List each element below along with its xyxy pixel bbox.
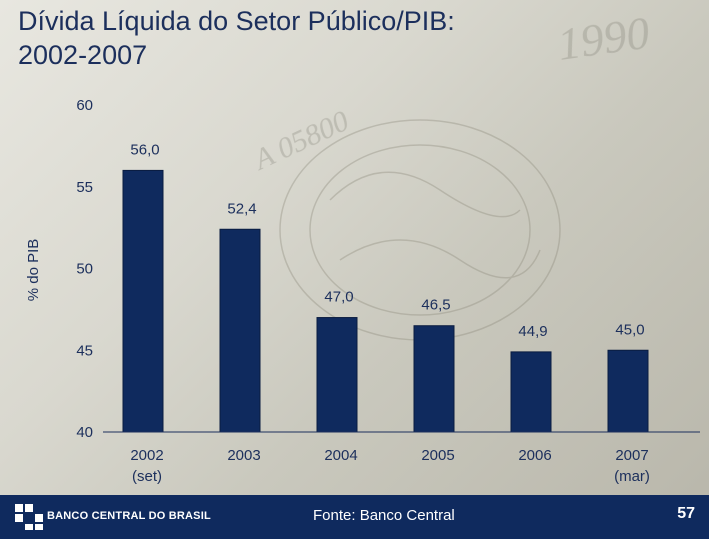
page-number: 57	[677, 505, 695, 522]
y-tick-label: 45	[76, 342, 93, 359]
y-axis-label: % do PIB	[25, 239, 42, 302]
y-tick-label: 50	[76, 261, 93, 278]
bar	[510, 351, 552, 433]
title-line-2: 2002-2007	[18, 40, 148, 70]
bank-name: BANCO CENTRAL DO BRASIL	[47, 510, 211, 522]
y-tick-label: 60	[76, 97, 93, 114]
footer-bar: BANCO CENTRAL DO BRASIL Fonte: Banco Cen…	[0, 495, 709, 539]
bar	[413, 325, 455, 433]
x-tick-label: 2007	[615, 447, 648, 464]
x-tick-label: 2005	[421, 447, 454, 464]
data-label: 56,0	[130, 141, 159, 158]
x-tick-label: 2002	[130, 447, 163, 464]
bar	[219, 228, 261, 433]
x-tick-label: 2006	[518, 447, 551, 464]
page-title: Dívida Líquida do Setor Público/PIB: 200…	[18, 4, 455, 72]
bar	[122, 169, 164, 433]
data-label: 45,0	[615, 321, 644, 338]
data-label: 44,9	[518, 323, 547, 340]
svg-text:1990: 1990	[554, 7, 652, 70]
data-label: 47,0	[324, 289, 353, 306]
x-tick-label: (mar)	[614, 468, 650, 485]
banco-central-logo-icon	[15, 504, 43, 530]
data-label: 46,5	[421, 297, 450, 314]
x-tick-label: 2004	[324, 447, 357, 464]
data-label: 52,4	[227, 200, 256, 217]
bar	[316, 317, 358, 433]
source-note: Fonte: Banco Central	[313, 507, 455, 524]
title-line-1: Dívida Líquida do Setor Público/PIB:	[18, 6, 455, 36]
bar	[607, 349, 649, 433]
x-tick-label: (set)	[132, 468, 162, 485]
y-tick-label: 40	[76, 424, 93, 441]
x-tick-label: 2003	[227, 447, 260, 464]
y-tick-label: 55	[76, 179, 93, 196]
